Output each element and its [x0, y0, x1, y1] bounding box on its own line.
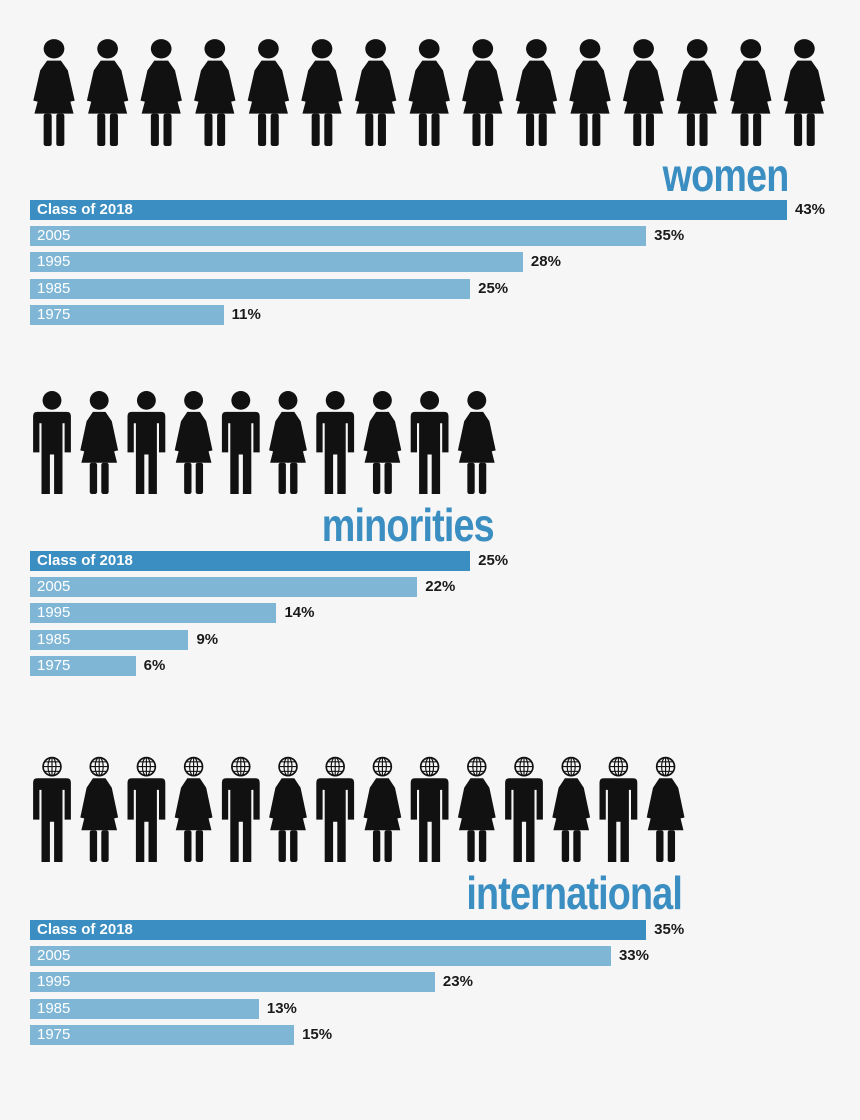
- bar-category-label: 1985: [37, 279, 71, 297]
- bar: 1975: [30, 1024, 295, 1045]
- globe-woman-icon: [646, 756, 685, 862]
- woman-icon: [247, 39, 290, 146]
- woman-icon: [462, 39, 504, 146]
- bar-value-label: 22%: [425, 578, 456, 596]
- woman-icon: [515, 39, 558, 146]
- bar: Class of 2018: [30, 551, 471, 571]
- bar: 1975: [30, 655, 136, 676]
- man-icon: [316, 391, 355, 494]
- woman-icon: [730, 39, 772, 146]
- bar: Class of 2018: [30, 920, 647, 940]
- bar-category-label: 1985: [37, 630, 71, 648]
- bar-value-label: 28%: [530, 253, 561, 271]
- bar: 1975: [30, 304, 224, 325]
- bar-value-label: 13%: [266, 999, 297, 1017]
- bar: 2005: [30, 226, 647, 247]
- bar-category-label: 1995: [37, 973, 71, 991]
- bar-value-label: 14%: [284, 604, 315, 622]
- woman-icon: [363, 391, 402, 494]
- globe-woman-icon: [174, 756, 213, 862]
- bar-category-label: 1975: [37, 305, 71, 323]
- woman-icon: [86, 39, 129, 146]
- globe-woman-icon: [363, 756, 402, 862]
- bar-value-label: 9%: [196, 630, 219, 648]
- bar: Class of 2018: [30, 200, 787, 220]
- figure-row: [33, 391, 496, 494]
- woman-icon: [80, 391, 119, 494]
- bar-category-label: 2005: [37, 227, 71, 245]
- bar-value-label: 25%: [478, 279, 509, 297]
- bar-category-label: 2005: [37, 947, 71, 965]
- bar-value-label: 6%: [143, 656, 166, 674]
- globe-woman-icon: [457, 756, 496, 862]
- bar-value-label: 43%: [795, 201, 826, 218]
- bar: 1985: [30, 629, 189, 650]
- bar: 2005: [30, 577, 418, 598]
- bar: 1995: [30, 252, 523, 273]
- man-icon: [221, 391, 260, 494]
- bar-category-label: Class of 2018: [37, 921, 133, 938]
- bar-category-label: 1975: [37, 1025, 71, 1043]
- globe-man-icon: [33, 756, 71, 862]
- bar-category-label: 1995: [37, 604, 71, 622]
- man-icon: [33, 391, 71, 494]
- man-icon: [127, 391, 166, 494]
- woman-icon: [676, 39, 718, 146]
- woman-icon: [569, 39, 611, 146]
- woman-icon: [457, 391, 496, 494]
- globe-man-icon: [316, 756, 355, 862]
- woman-icon: [33, 39, 75, 146]
- bar-category-label: 1995: [37, 253, 71, 271]
- bar-value-label: 35%: [654, 921, 685, 938]
- bar-value-label: 23%: [442, 973, 473, 991]
- bar-category-label: 1985: [37, 999, 71, 1017]
- bar: 2005: [30, 946, 611, 967]
- bar: 1995: [30, 972, 435, 993]
- bar-value-label: 25%: [478, 552, 509, 569]
- woman-icon: [140, 39, 182, 146]
- globe-woman-icon: [269, 756, 307, 862]
- woman-icon: [408, 39, 450, 146]
- bar: 1985: [30, 998, 259, 1019]
- bar-category-label: Class of 2018: [37, 552, 133, 569]
- bar-value-label: 11%: [231, 305, 261, 323]
- bar-value-label: 15%: [302, 1025, 333, 1043]
- globe-man-icon: [599, 756, 638, 862]
- section-title: women: [662, 149, 789, 201]
- bar-value-label: 35%: [654, 227, 685, 245]
- bar-category-label: Class of 2018: [37, 201, 133, 218]
- section-title: international: [466, 867, 683, 919]
- woman-icon: [301, 39, 343, 146]
- bar-category-label: 2005: [37, 578, 71, 596]
- woman-icon: [783, 39, 826, 146]
- figure-row: [33, 756, 685, 862]
- bar: 1985: [30, 278, 471, 299]
- globe-man-icon: [505, 756, 543, 862]
- figure-row: [33, 39, 826, 146]
- woman-icon: [622, 39, 665, 146]
- globe-man-icon: [127, 756, 166, 862]
- woman-icon: [174, 391, 213, 494]
- man-icon: [410, 391, 449, 494]
- globe-man-icon: [221, 756, 260, 862]
- globe-man-icon: [410, 756, 449, 862]
- bar-category-label: 1975: [37, 656, 71, 674]
- globe-woman-icon: [80, 756, 119, 862]
- section-title: minorities: [321, 499, 495, 551]
- bar-value-label: 33%: [618, 947, 649, 965]
- woman-icon: [354, 39, 397, 146]
- woman-icon: [269, 391, 307, 494]
- bar: 1995: [30, 603, 277, 624]
- globe-woman-icon: [552, 756, 591, 862]
- woman-icon: [194, 39, 236, 146]
